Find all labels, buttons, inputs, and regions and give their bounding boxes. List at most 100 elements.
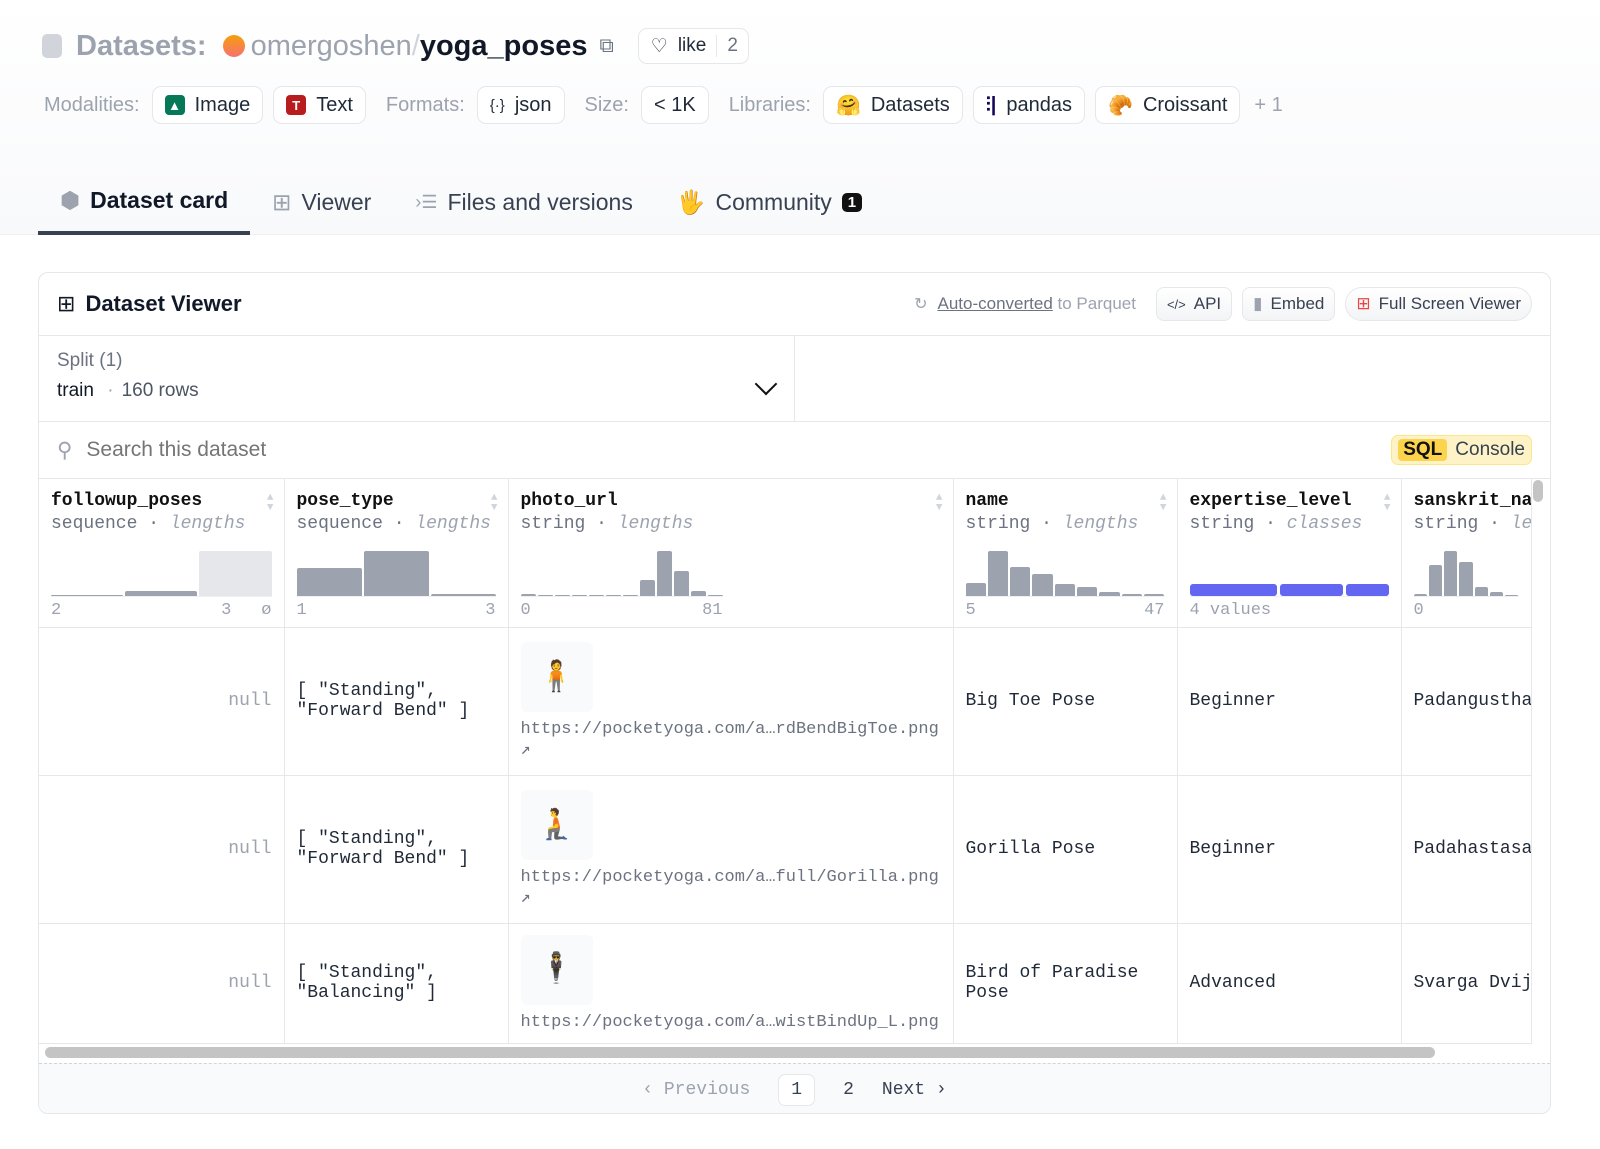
format-json[interactable]: {·} json <box>476 86 565 124</box>
histogram-bar[interactable] <box>1474 587 1488 596</box>
histogram-bar[interactable] <box>199 551 272 596</box>
horizontal-scrollbar[interactable] <box>45 1047 1435 1058</box>
histogram-bar[interactable] <box>1413 593 1427 596</box>
followup-cell[interactable]: null <box>39 775 285 924</box>
external-link-icon[interactable]: ↗ <box>520 889 531 908</box>
sanskrit-cell[interactable]: Padangustha <box>1401 627 1532 776</box>
histogram-bar[interactable] <box>588 594 604 596</box>
photo-url-link[interactable]: https://pocketyoga.com/a…wistBindUp_L.pn… <box>520 1012 939 1032</box>
histogram-bar[interactable] <box>622 594 638 596</box>
table-row[interactable]: null [ "Standing", "Forward Bend" ] 🧍 htt… <box>39 627 1532 776</box>
histogram-bar[interactable] <box>430 593 496 596</box>
sort-icon[interactable]: ▲ ▼ <box>1159 492 1167 514</box>
column-header-name[interactable]: name string · lengths ▲ ▼ 5 47 <box>953 479 1178 628</box>
photo-url-cell[interactable]: 🧍 https://pocketyoga.com/a…rdBendBigToe.p… <box>508 627 954 776</box>
histogram-bar[interactable] <box>1459 562 1473 596</box>
previous-button[interactable]: ‹ Previous <box>642 1079 751 1100</box>
size-chip[interactable]: < 1K <box>640 86 709 124</box>
auto-converted-link[interactable]: Auto-converted <box>937 294 1053 313</box>
modality-image[interactable]: ▲ Image <box>151 86 264 124</box>
name-cell[interactable]: Bird of Paradise Pose <box>953 923 1178 1044</box>
histogram-bar[interactable] <box>605 594 621 596</box>
histogram-bar[interactable] <box>1489 592 1504 596</box>
histogram-bar[interactable] <box>1054 584 1076 596</box>
histogram-bar[interactable] <box>690 590 706 596</box>
histogram-bar[interactable] <box>296 568 362 596</box>
followup-cell[interactable]: null <box>39 923 285 1044</box>
histogram-bar[interactable] <box>1121 593 1143 596</box>
column-header-sanskrit_na[interactable]: sanskrit_na string · le 0 <box>1401 479 1532 628</box>
photo-url-cell[interactable]: 🕴 https://pocketyoga.com/a…wistBindUp_L.p… <box>508 923 954 1044</box>
sort-icon[interactable]: ▲ ▼ <box>1383 492 1391 514</box>
copy-icon[interactable]: ⧉ <box>599 34 614 57</box>
histogram-bar[interactable] <box>1077 587 1098 596</box>
column-header-pose_type[interactable]: pose_type sequence · lengths ▲ ▼ 1 3 <box>284 479 509 628</box>
column-header-expertise_level[interactable]: expertise_level string · classes ▲ ▼ 4 value… <box>1177 479 1402 628</box>
pose-thumbnail[interactable]: 🕴 <box>520 934 593 1005</box>
embed-button[interactable]: ▮ Embed <box>1242 287 1336 321</box>
tab-viewer[interactable]: ⊞ Viewer <box>250 170 393 235</box>
histogram-bar[interactable] <box>656 551 672 596</box>
sort-icon[interactable]: ▲ ▼ <box>935 492 943 514</box>
histogram-bar[interactable] <box>1444 551 1458 596</box>
level-cell[interactable]: Beginner <box>1177 627 1402 776</box>
class-segment[interactable] <box>1345 584 1389 596</box>
level-cell[interactable]: Beginner <box>1177 775 1402 924</box>
histogram-bar[interactable] <box>520 593 536 596</box>
photo-url-link[interactable]: https://pocketyoga.com/a…full/Gorilla.pn… <box>520 868 939 887</box>
more-libraries[interactable]: + 1 <box>1254 93 1283 116</box>
library-pandas[interactable]: ⫶| pandas <box>972 86 1086 124</box>
histogram-bar[interactable] <box>1010 566 1031 596</box>
tab-community[interactable]: 🖐 Community 1 <box>655 170 884 235</box>
library-datasets[interactable]: 🤗 Datasets <box>822 86 963 124</box>
library-croissant[interactable]: 🥐 Croissant <box>1095 86 1241 124</box>
level-cell[interactable]: Advanced <box>1177 923 1402 1044</box>
class-segment[interactable] <box>1280 584 1343 596</box>
pose-thumbnail[interactable]: 🧍 <box>520 642 593 712</box>
table-row[interactable]: null [ "Standing", "Forward Bend" ] 🧎 htt… <box>39 775 1532 924</box>
histogram-bar[interactable] <box>125 590 198 596</box>
histogram-bar[interactable] <box>707 594 723 596</box>
histogram-bar[interactable] <box>537 594 553 596</box>
histogram-bar[interactable] <box>673 571 689 596</box>
name-cell[interactable]: Big Toe Pose <box>953 627 1178 776</box>
histogram-bar[interactable] <box>639 580 655 596</box>
pose-type-cell[interactable]: [ "Standing", "Forward Bend" ] <box>284 627 509 776</box>
next-button[interactable]: Next › <box>881 1079 947 1100</box>
column-header-followup_poses[interactable]: followup_poses sequence · lengths ▲ ▼ 2 3 ø <box>39 479 285 628</box>
pose-type-cell[interactable]: [ "Standing", "Forward Bend" ] <box>284 775 509 924</box>
table-row[interactable]: null [ "Standing", "Balancing" ] 🕴 https:… <box>39 923 1532 1044</box>
split-select[interactable]: Split (1) train · 160 rows <box>39 336 795 421</box>
histogram-bar[interactable] <box>554 594 570 596</box>
histogram-bar[interactable] <box>1428 564 1443 596</box>
external-link-icon[interactable]: ↗ <box>520 741 531 760</box>
tab-dataset-card[interactable]: ⬢ Dataset card <box>38 170 251 235</box>
photo-url-link[interactable]: https://pocketyoga.com/a…rdBendBigToe.pn… <box>520 720 939 739</box>
photo-url-cell[interactable]: 🧎 https://pocketyoga.com/a…full/Gorilla.p… <box>508 775 954 924</box>
pose-type-cell[interactable]: [ "Standing", "Balancing" ] <box>284 923 509 1044</box>
pose-thumbnail[interactable]: 🧎 <box>520 790 593 860</box>
histogram-bar[interactable] <box>1099 591 1120 596</box>
histogram-bar[interactable] <box>1032 574 1053 596</box>
sort-icon[interactable]: ▲ ▼ <box>266 492 274 514</box>
name-cell[interactable]: Gorilla Pose <box>953 775 1178 924</box>
followup-cell[interactable]: null <box>39 627 285 776</box>
owner-link[interactable]: omergoshen <box>250 29 412 62</box>
histogram-bar[interactable] <box>1144 593 1165 596</box>
fullscreen-button[interactable]: ⊞ Full Screen Viewer <box>1345 287 1532 321</box>
vertical-scrollbar[interactable] <box>1533 480 1543 502</box>
sanskrit-cell[interactable]: Padahastasa <box>1401 775 1532 924</box>
api-button[interactable]: </> API <box>1155 287 1233 321</box>
tab-files[interactable]: ›☰ Files and versions <box>393 170 655 235</box>
histogram-bar[interactable] <box>571 594 587 596</box>
repo-name[interactable]: yoga_poses <box>419 29 588 62</box>
like-button[interactable]: ♡ like 2 <box>637 28 749 64</box>
modality-text[interactable]: T Text <box>273 86 366 124</box>
histogram-bar[interactable] <box>51 594 124 596</box>
sql-console-button[interactable]: SQL Console <box>1391 435 1532 465</box>
histogram-bar[interactable] <box>1505 594 1519 596</box>
histogram-bar[interactable] <box>965 583 986 596</box>
sort-icon[interactable]: ▲ ▼ <box>490 492 498 514</box>
column-header-photo_url[interactable]: photo_url string · lengths ▲ ▼ 0 81 <box>508 479 954 628</box>
class-segment[interactable] <box>1189 584 1278 596</box>
